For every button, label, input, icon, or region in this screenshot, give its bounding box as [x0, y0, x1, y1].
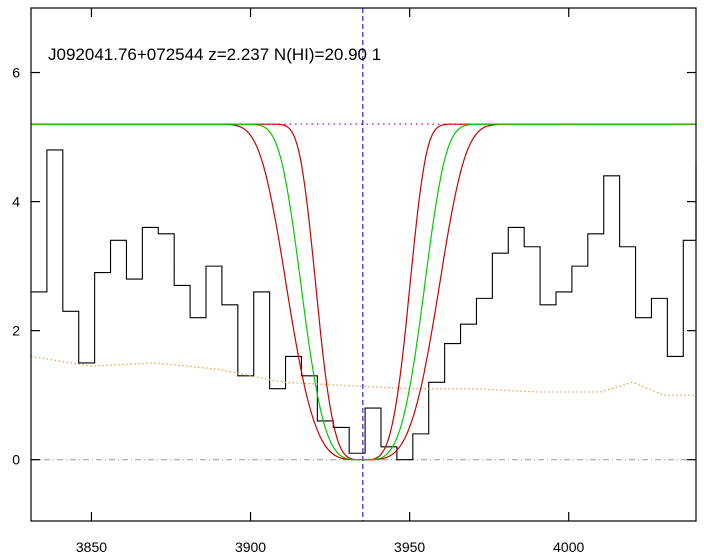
axis-ticks: 3850 3900 3950 4000 0 2 4 6 [12, 8, 696, 555]
y-tick-label: 6 [12, 65, 20, 81]
x-tick-label: 4000 [553, 539, 584, 555]
flux-spectrum [31, 149, 697, 461]
y-tick-label: 2 [12, 323, 20, 339]
y-tick-label: 4 [12, 194, 20, 210]
plot-frame [30, 7, 697, 522]
best-fit-curve [31, 123, 696, 461]
x-tick-label: 3850 [76, 539, 107, 555]
chart-title: J092041.76+072544 z=2.237 N(HI)=20.90 1 [48, 45, 381, 64]
x-tick-label: 3950 [394, 539, 425, 555]
x-tick-label: 3900 [235, 539, 266, 555]
y-tick-label: 0 [12, 452, 20, 468]
chart-marks [30, 8, 697, 521]
